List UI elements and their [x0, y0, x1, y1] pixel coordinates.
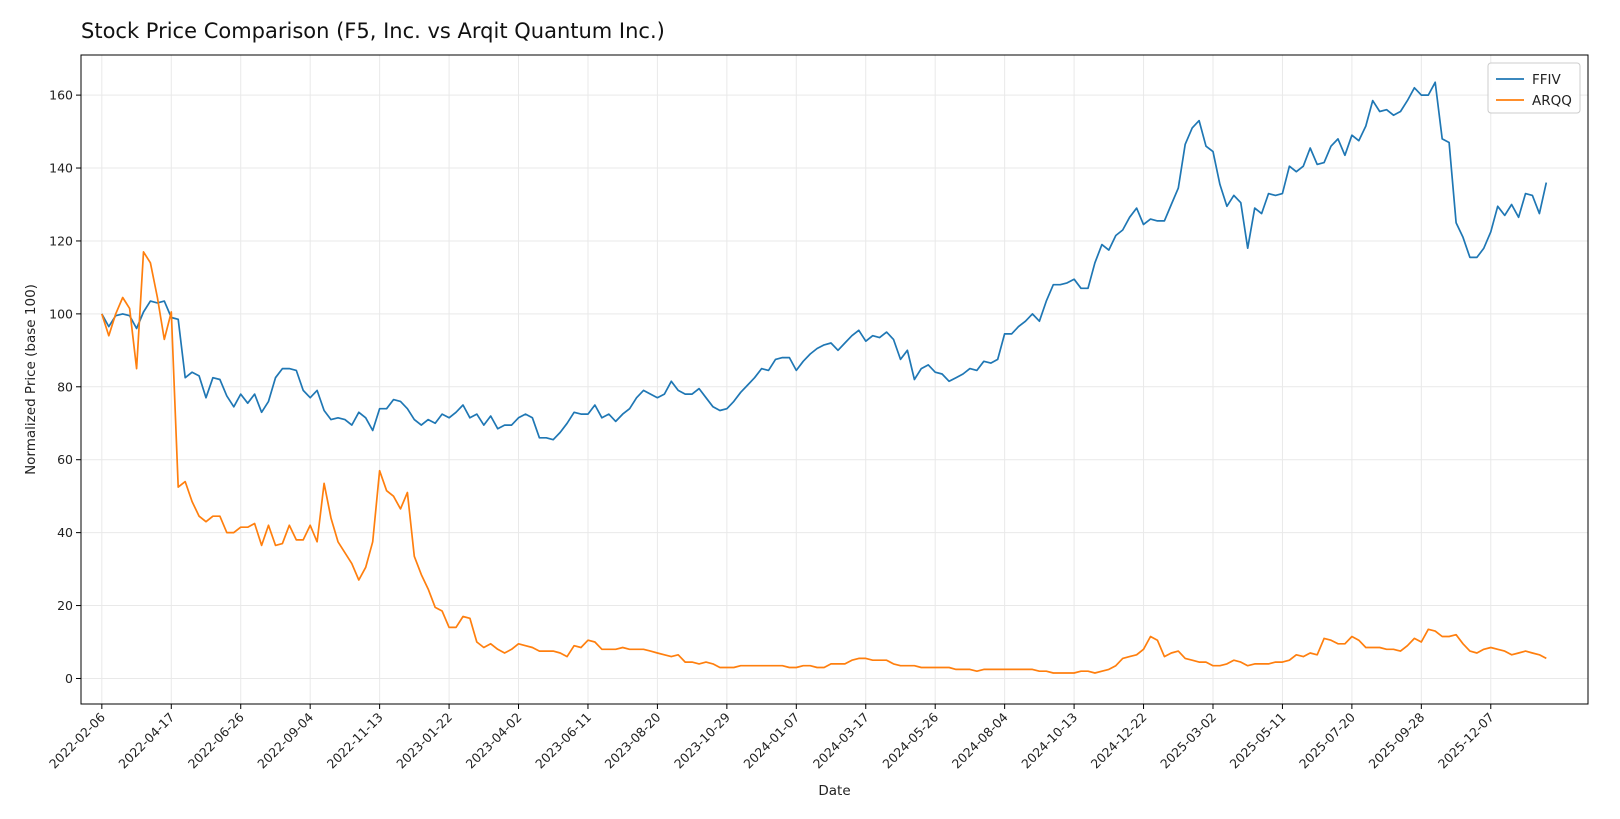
- y-tick-label: 80: [57, 379, 73, 394]
- legend-label-arqq: ARQQ: [1532, 93, 1572, 109]
- y-tick-label: 60: [57, 452, 73, 467]
- x-tick-label: 2024-12-22: [1088, 710, 1150, 772]
- x-tick-label: 2023-01-22: [393, 710, 455, 772]
- x-tick-label: 2023-08-20: [602, 709, 664, 771]
- x-tick-label: 2023-10-29: [671, 709, 733, 771]
- x-tick-label: 2024-10-13: [1018, 710, 1080, 772]
- x-tick-label: 2025-09-28: [1365, 709, 1427, 771]
- x-tick-label: 2024-05-26: [879, 709, 941, 771]
- plot-frame: [80, 54, 1589, 705]
- y-axis-label: Normalized Price (base 100): [23, 284, 39, 475]
- series-line-ffiv: [101, 81, 1548, 441]
- legend-label-ffiv: FFIV: [1532, 72, 1562, 88]
- x-tick-label: 2025-05-11: [1227, 710, 1289, 772]
- x-tick-label: 2025-07-20: [1296, 709, 1358, 771]
- series-line-arqq: [100, 251, 1547, 674]
- chart-title: Stock Price Comparison (F5, Inc. vs Arqi…: [81, 19, 665, 43]
- series-lines: [100, 81, 1548, 674]
- y-axis: 0 20 40 60 80 100 120 140 160: [49, 88, 81, 686]
- x-tick-label: 2022-09-04: [254, 709, 316, 771]
- x-tick-label: 2023-04-02: [463, 710, 525, 772]
- x-tick-label: 2022-04-17: [115, 710, 177, 772]
- y-tick-label: 140: [49, 161, 73, 176]
- x-tick-label: 2025-03-02: [1157, 710, 1219, 772]
- x-tick-label: 2024-03-17: [810, 710, 872, 772]
- x-tick-label: 2023-06-11: [532, 710, 594, 772]
- x-tick-label: 2022-02-06: [46, 709, 108, 771]
- x-tick-label: 2024-01-07: [740, 710, 802, 772]
- y-tick-label: 0: [65, 671, 73, 686]
- x-tick-label: 2022-11-13: [324, 710, 386, 772]
- y-tick-label: 160: [49, 88, 73, 103]
- legend: FFIV ARQQ: [1487, 62, 1581, 114]
- x-tick-label: 2025-12-07: [1435, 710, 1497, 772]
- x-tick-label: 2022-06-26: [185, 709, 247, 771]
- y-tick-label: 120: [49, 233, 73, 248]
- x-tick-label: 2024-08-04: [949, 709, 1011, 771]
- y-tick-label: 100: [49, 306, 73, 321]
- grid-lines: [81, 55, 1588, 704]
- y-tick-label: 40: [57, 525, 73, 540]
- x-axis: 2022-02-06 2022-04-17 2022-06-26 2022-09-04…: [46, 704, 1497, 771]
- x-axis-label: Date: [818, 783, 850, 799]
- y-tick-label: 20: [57, 598, 73, 613]
